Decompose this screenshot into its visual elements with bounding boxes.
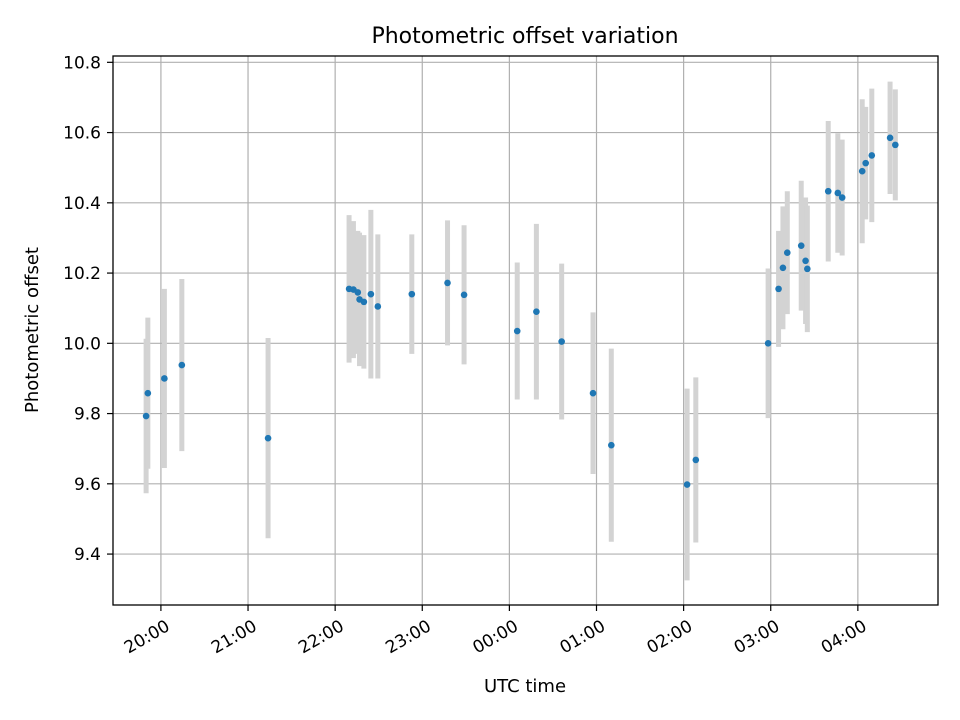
y-tick-label: 10.0: [63, 334, 101, 354]
data-point: [804, 265, 811, 273]
data-point: [558, 338, 565, 345]
data-point: [142, 412, 150, 420]
data-point: [354, 289, 362, 296]
data-point: [589, 389, 597, 397]
y-tick-label: 9.4: [74, 545, 101, 565]
plot-frame: [112, 55, 939, 606]
data-point: [264, 434, 272, 442]
data-point: [797, 242, 805, 249]
data-point: [692, 456, 700, 464]
grid-layer: [113, 56, 938, 605]
data-point: [868, 152, 876, 159]
y-tick-label: 9.8: [74, 405, 101, 425]
data-point: [838, 194, 846, 201]
data-point: [892, 141, 899, 149]
data-point: [862, 159, 869, 167]
data-point: [886, 134, 894, 142]
data-point: [460, 291, 468, 299]
chart-title: Photometric offset variation: [371, 24, 678, 49]
data-point: [834, 189, 842, 197]
y-tick-label: 10.2: [63, 264, 101, 284]
data-point: [802, 257, 809, 265]
data-point: [360, 298, 368, 306]
data-point: [408, 290, 416, 298]
data-point: [858, 167, 866, 175]
data-point: [533, 308, 540, 316]
y-tick-label: 10.8: [63, 53, 101, 73]
y-axis: 9.4 9.6 9.8 10.0 10.2 10.4 10.6 10.8: [63, 53, 113, 565]
data-point: [161, 375, 168, 382]
data-point: [374, 303, 382, 310]
data-point: [683, 481, 691, 488]
data-point: [824, 187, 832, 195]
data-point: [444, 279, 451, 287]
point-layer: [142, 134, 899, 488]
data-point: [367, 290, 375, 298]
data-point: [783, 249, 791, 256]
data-point: [608, 441, 615, 449]
data-point: [764, 340, 772, 347]
x-axis-label: UTC time: [484, 676, 566, 697]
y-axis-label: Photometric offset: [22, 247, 43, 413]
data-point: [513, 327, 521, 335]
y-tick-label: 10.6: [63, 124, 101, 144]
data-point: [779, 264, 787, 272]
y-tick-label: 10.4: [63, 194, 101, 214]
y-tick-label: 9.6: [74, 475, 101, 495]
data-point: [178, 361, 186, 369]
data-point: [144, 389, 152, 397]
data-point: [775, 285, 782, 293]
